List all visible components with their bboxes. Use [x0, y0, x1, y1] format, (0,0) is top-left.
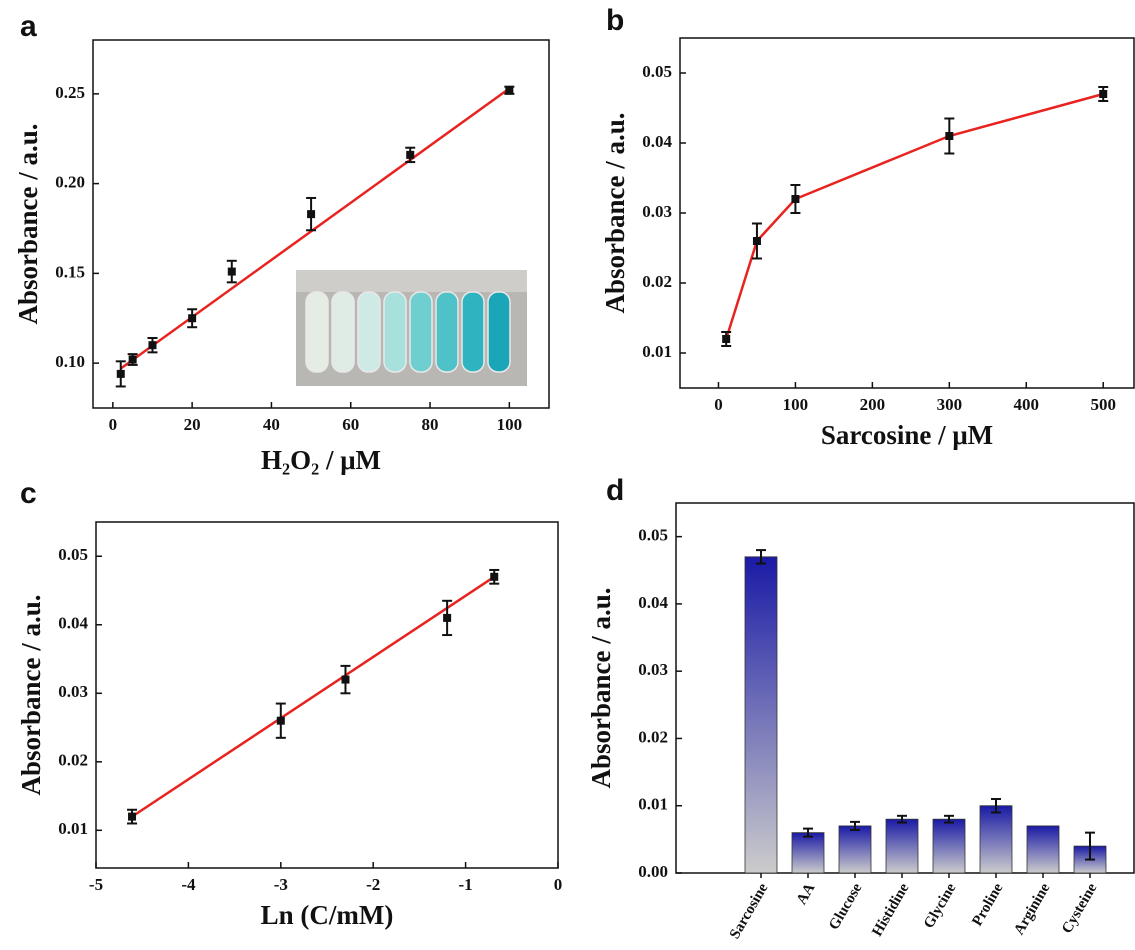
x-tick-label: -4	[181, 875, 196, 894]
panel-label: a	[20, 10, 37, 43]
data-point	[128, 812, 137, 821]
x-tick-label: 500	[1090, 395, 1116, 414]
inset-photo	[296, 270, 527, 386]
data-point	[148, 341, 157, 350]
y-tick-label: 0.25	[55, 83, 85, 102]
panel-label: d	[606, 474, 624, 507]
y-axis-label: Absorbance / a.u.	[600, 112, 630, 313]
y-tick-label: 0.03	[638, 660, 668, 679]
error-bar	[756, 549, 766, 565]
data-point	[945, 132, 954, 140]
data-point	[1099, 90, 1108, 98]
data-point	[276, 716, 285, 725]
y-tick-label: 0.10	[55, 352, 85, 371]
x-tick-label: 0	[714, 395, 723, 414]
data-point	[443, 613, 452, 622]
x-tick-label: -2	[366, 875, 380, 894]
y-tick-label: 0.00	[638, 862, 668, 881]
data-point	[227, 267, 236, 276]
data-point	[722, 335, 731, 343]
x-tick-label: Histidine	[869, 880, 912, 939]
y-tick-label: 0.02	[58, 751, 88, 770]
y-tick-label: 0.04	[642, 132, 672, 151]
x-tick-label: Sarcosine	[727, 880, 772, 941]
bar	[979, 805, 1013, 874]
panel-label: c	[20, 477, 37, 510]
x-tick-label: -1	[459, 875, 473, 894]
x-tick-label: Proline	[969, 880, 1006, 928]
error-bar	[897, 814, 907, 824]
x-tick-label: Glucose	[826, 880, 865, 932]
bar	[885, 818, 919, 874]
data-point	[128, 355, 137, 364]
data-point	[406, 150, 415, 159]
y-axis-label: Absorbance / a.u.	[16, 594, 46, 795]
error-bar	[850, 820, 860, 831]
y-tick-label: 0.04	[58, 614, 88, 633]
x-tick-label: 400	[1014, 395, 1040, 414]
x-tick-label: 60	[342, 415, 359, 434]
x-tick-label: AA	[794, 881, 819, 908]
x-axis-label: H₂O₂ / μM	[261, 445, 381, 475]
data-line	[724, 92, 1104, 340]
y-tick-label: 0.01	[642, 342, 672, 361]
y-tick-label: 0.03	[642, 202, 672, 221]
bar	[791, 832, 825, 874]
x-tick-label: Glycine	[921, 880, 960, 931]
bar	[932, 818, 966, 874]
x-tick-label: 80	[422, 415, 439, 434]
x-tick-label: 0	[109, 415, 118, 434]
x-tick-label: 20	[184, 415, 201, 434]
y-tick-label: 0.03	[58, 682, 88, 701]
plot-frame	[679, 37, 1135, 389]
y-tick-label: 0.02	[638, 727, 668, 746]
error-bar	[944, 814, 954, 824]
y-tick-label: 0.05	[642, 62, 672, 81]
y-tick-label: 0.01	[638, 795, 668, 814]
x-tick-label: 40	[263, 415, 280, 434]
error-bar	[1085, 831, 1095, 861]
y-tick-label: 0.05	[638, 526, 668, 545]
bar	[838, 825, 872, 874]
y-tick-label: 0.15	[55, 262, 85, 281]
data-point	[307, 210, 316, 219]
y-axis-label: Absorbance / a.u.	[586, 587, 616, 788]
data-point	[752, 237, 761, 245]
y-tick-label: 0.04	[638, 593, 668, 612]
y-axis-label: Absorbance / a.u.	[13, 123, 43, 324]
data-point	[341, 675, 350, 684]
y-tick-label: 0.02	[642, 272, 672, 291]
bar	[744, 556, 778, 874]
x-tick-label: -5	[89, 875, 103, 894]
x-axis-label: Ln (C/mM)	[261, 900, 394, 930]
error-bar	[991, 798, 1001, 814]
y-tick-label: 0.05	[58, 545, 88, 564]
y-tick-label: 0.01	[58, 819, 88, 838]
x-tick-label: 300	[937, 395, 963, 414]
x-tick-label: -3	[274, 875, 288, 894]
fit-line	[131, 575, 495, 818]
x-tick-label: Arginine	[1011, 880, 1053, 937]
y-tick-label: 0.20	[55, 173, 85, 192]
data-point	[188, 314, 197, 323]
x-tick-label: 0	[554, 875, 563, 894]
bar	[1026, 825, 1060, 874]
x-tick-label: 200	[860, 395, 886, 414]
data-point	[116, 369, 125, 378]
error-bar	[803, 827, 813, 838]
x-tick-label: Cysteine	[1059, 880, 1101, 936]
x-axis-label: Sarcosine / μM	[821, 420, 993, 450]
x-tick-label: 100	[783, 395, 809, 414]
fit-line	[120, 87, 511, 370]
plot-frame	[95, 521, 559, 869]
panel-label: b	[606, 4, 624, 37]
data-point	[505, 86, 514, 95]
data-point	[490, 572, 499, 581]
data-point	[791, 195, 800, 203]
plot-frame	[92, 39, 550, 409]
x-tick-label: 100	[497, 415, 523, 434]
